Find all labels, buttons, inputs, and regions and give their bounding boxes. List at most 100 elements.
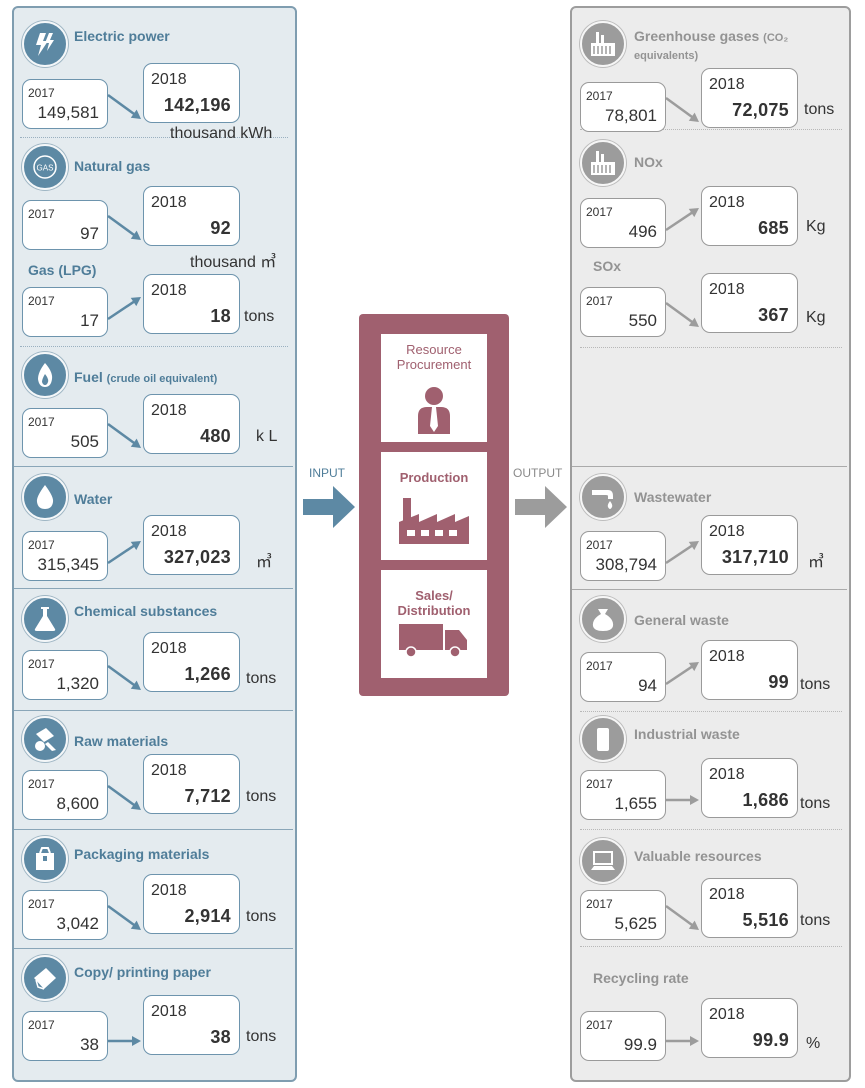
item-title: SOx [593, 258, 793, 274]
item-title: NOx [634, 154, 834, 170]
item-title-text: Valuable resources [634, 848, 762, 864]
year-2017-label: 2017 [28, 415, 55, 429]
year-2017-label: 2017 [28, 1018, 55, 1032]
unit-label: tons [804, 101, 835, 118]
year-2017-label: 2017 [28, 538, 55, 552]
item-title-text: Gas (LPG) [28, 262, 97, 278]
year-2018-label: 2018 [151, 402, 187, 419]
unit-label: k L [256, 428, 278, 445]
unit-label: tons [246, 1028, 277, 1045]
unit-label: tons [246, 908, 277, 925]
unit-label: thousand ㎥ [190, 254, 277, 271]
year-2017-label: 2017 [586, 294, 613, 308]
divider [580, 829, 842, 830]
svg-text:GAS: GAS [37, 164, 54, 173]
box-2018: 2018 367 [701, 273, 798, 333]
factory-icon [399, 498, 469, 544]
value-2017: 315,345 [37, 555, 99, 574]
value-2017: 78,801 [605, 106, 657, 125]
water-drop-icon [22, 474, 68, 520]
box-2018: 2018 99.9 [701, 998, 798, 1058]
year-2017-label: 2017 [586, 777, 613, 791]
year-2017-label: 2017 [586, 89, 613, 103]
stage-label: Production [399, 470, 469, 485]
value-2017: 38 [80, 1035, 99, 1054]
unit-label: tons [800, 795, 831, 812]
value-2018: 99 [768, 672, 789, 692]
item-title: Copy/ printing paper [74, 964, 284, 980]
value-2018: 7,712 [184, 786, 231, 806]
box-2017: 2017 149,581 [22, 79, 108, 129]
value-2017: 99.9 [623, 1035, 657, 1054]
item-title: Fuel (crude oil equivalent) [74, 369, 284, 387]
person-icon [418, 387, 450, 434]
item-title: Water [74, 491, 284, 507]
year-2018-label: 2018 [709, 886, 745, 903]
box-2017: 2017 496 [580, 198, 666, 248]
factory-icon [580, 140, 626, 186]
box-2018: 2018 480 [143, 394, 240, 454]
item-title-text: SOx [593, 258, 622, 274]
box-2017: 2017 17 [22, 287, 108, 337]
box-2017: 2017 99.9 [580, 1011, 666, 1061]
item-title: Recycling rate [593, 970, 793, 986]
divider [580, 129, 842, 130]
value-2018: 72,075 [732, 100, 789, 120]
unit-label: % [806, 1035, 821, 1052]
divider [14, 588, 293, 589]
value-2018: 92 [210, 218, 231, 238]
value-2017: 1,320 [56, 674, 99, 693]
raw-materials-icon [22, 716, 68, 762]
item-title-text: Chemical substances [74, 603, 218, 619]
value-2017: 1,655 [614, 794, 657, 813]
year-2017-label: 2017 [586, 205, 613, 219]
year-2017-label: 2017 [28, 294, 55, 308]
item-title-text: Natural gas [74, 158, 151, 174]
unit-label: thousand kWh [170, 125, 273, 142]
box-2018: 2018 5,516 [701, 878, 798, 938]
stage-resource-procurement: Resource Procurement [381, 334, 487, 442]
box-2017: 2017 550 [580, 287, 666, 337]
divider [580, 347, 842, 348]
year-2018-label: 2018 [709, 76, 745, 93]
box-2017: 2017 5,625 [580, 890, 666, 940]
box-2017: 2017 97 [22, 200, 108, 250]
year-2017-label: 2017 [28, 207, 55, 221]
value-2017: 505 [70, 432, 99, 451]
box-2017: 2017 1,320 [22, 650, 108, 700]
unit-label: Kg [806, 309, 826, 326]
item-title: General waste [634, 612, 834, 628]
bin-icon [580, 716, 626, 762]
year-2017-label: 2017 [586, 538, 613, 552]
box-2017: 2017 308,794 [580, 531, 666, 581]
faucet-icon [580, 474, 626, 520]
box-2017: 2017 315,345 [22, 531, 108, 581]
box-2017: 2017 78,801 [580, 82, 666, 132]
box-2017: 2017 3,042 [22, 890, 108, 940]
year-2018-label: 2018 [709, 281, 745, 298]
year-2018-label: 2018 [709, 194, 745, 211]
value-2018: 5,516 [742, 910, 789, 930]
gas-icon: GAS [22, 144, 68, 190]
year-2017-label: 2017 [28, 897, 55, 911]
item-title-text: NOx [634, 154, 663, 170]
value-2018: 142,196 [163, 95, 231, 115]
divider [580, 711, 842, 712]
year-2018-label: 2018 [151, 640, 187, 657]
item-title-text: Recycling rate [593, 970, 689, 986]
value-2017: 97 [80, 224, 99, 243]
box-2018: 2018 99 [701, 640, 798, 700]
year-2017-label: 2017 [586, 659, 613, 673]
stage-label: Resource Procurement [396, 342, 472, 372]
value-2018: 367 [758, 305, 789, 325]
year-2018-label: 2018 [151, 194, 187, 211]
waste-bag-icon [580, 596, 626, 642]
box-2018: 2018 327,023 [143, 515, 240, 575]
year-2018-label: 2018 [151, 71, 187, 88]
flame-icon [22, 352, 68, 398]
input-arrow-icon [303, 486, 355, 528]
value-2017: 308,794 [595, 555, 657, 574]
item-title: Industrial waste [634, 726, 834, 742]
divider [20, 137, 288, 138]
item-title-text: Wastewater [634, 489, 712, 505]
